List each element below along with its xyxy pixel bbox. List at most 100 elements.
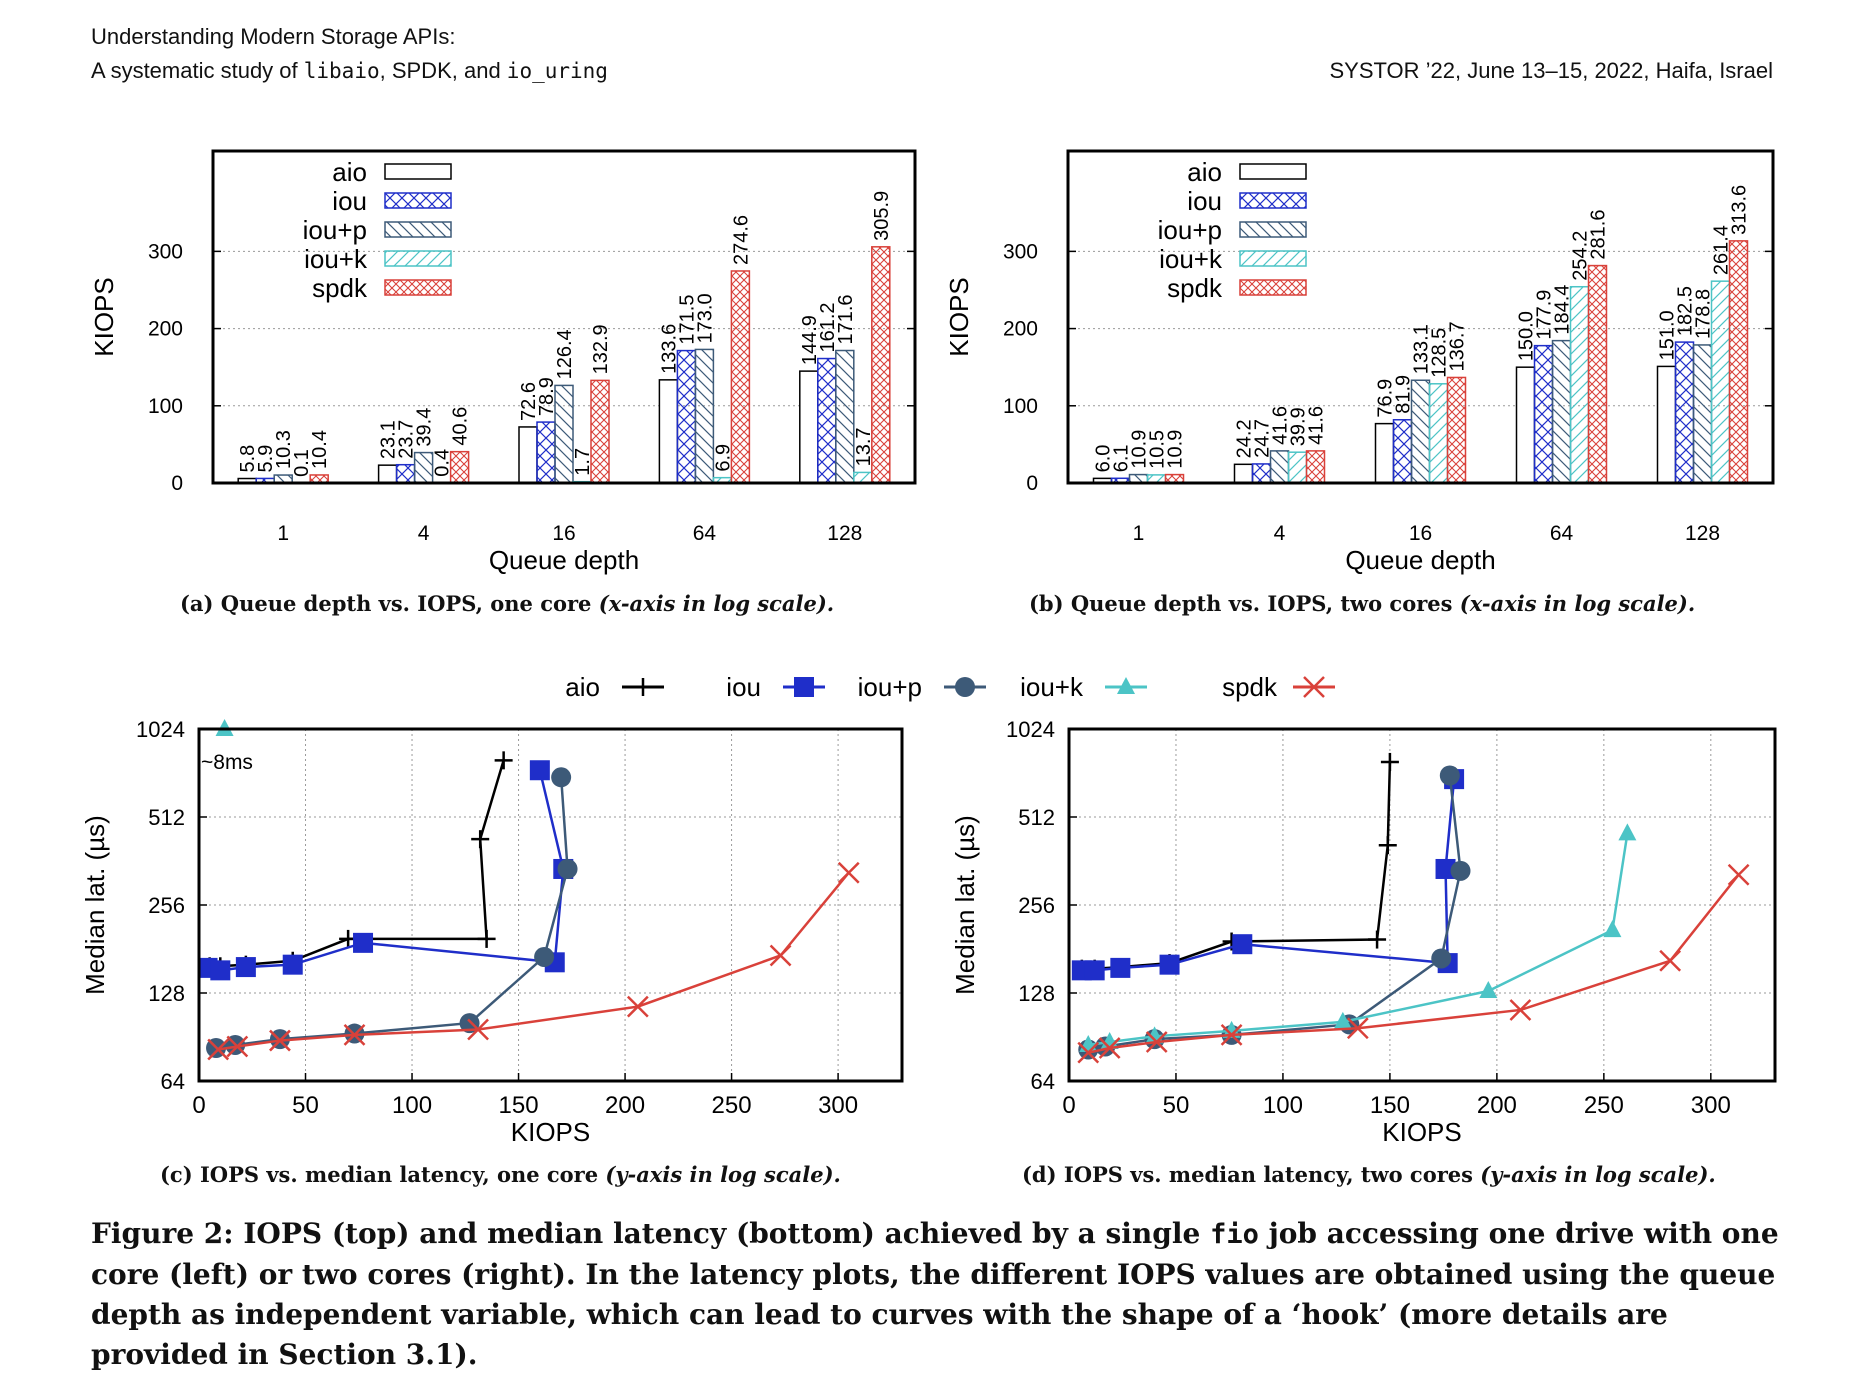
data-label: 41.6 [1306, 406, 1328, 445]
x-axis-label: KIOPS [1382, 1117, 1461, 1147]
x-tick-label: 1 [1133, 522, 1145, 545]
y-tick-label: 1024 [136, 717, 185, 742]
point-iou [283, 955, 303, 975]
code-fio: fio [1210, 1219, 1259, 1250]
point-iou-plus-p [955, 677, 975, 697]
legend-label-iou-plus-k: iou+k [1159, 244, 1223, 274]
point-iou-plus-k [1618, 823, 1636, 840]
point-iou [210, 960, 230, 980]
x-tick-label: 4 [1274, 522, 1286, 545]
y-axis-label: KIOPS [89, 277, 119, 356]
bar-iou-plus-k-q128 [854, 472, 872, 483]
bar-aio-q64 [659, 380, 677, 483]
legend-label-iou: iou [1187, 186, 1222, 216]
legend-swatch-iou-plus-p [1240, 222, 1306, 237]
y-tick-label: 200 [1003, 318, 1038, 341]
bar-iou-plus-p-q64 [1553, 341, 1571, 483]
x-axis-label: Queue depth [489, 545, 639, 575]
bar-spdk-q4 [1307, 451, 1325, 483]
point-iou [353, 933, 373, 953]
point-iou-plus-k [1479, 981, 1497, 998]
bar-spdk-q16 [1448, 377, 1466, 483]
legend-label-iou-plus-p: iou+p [858, 672, 922, 702]
data-label: 39.4 [414, 408, 436, 447]
legend-label-aio: aio [332, 157, 367, 187]
series-line-spdk [1088, 875, 1738, 1053]
x-tick-label: 0 [192, 1092, 205, 1119]
point-spdk [1660, 951, 1680, 971]
legend-swatch-spdk [1240, 280, 1306, 295]
legend-swatch-aio [1240, 164, 1306, 179]
bar-spdk-q128 [872, 247, 890, 483]
legend-swatch-aio [385, 164, 451, 179]
point-iou [1110, 958, 1130, 978]
bar-spdk-q16 [591, 380, 609, 483]
figure-canvas: 010020030015.85.910.30.110.4423.123.739.… [0, 0, 1870, 1336]
y-tick-label: 128 [1018, 981, 1055, 1006]
bar-iou-q64 [677, 351, 695, 483]
bar-iou-plus-p-q128 [1694, 345, 1712, 483]
point-spdk [839, 863, 859, 883]
x-tick-label: 250 [712, 1092, 752, 1119]
x-tick-label: 64 [1550, 522, 1574, 545]
point-iou-plus-p [1440, 765, 1460, 785]
legend-label-iou-plus-p: iou+p [1158, 215, 1222, 245]
data-label: 126.4 [554, 329, 576, 379]
y-tick-label: 128 [148, 981, 185, 1006]
bar-iou-q64 [1535, 346, 1553, 483]
bar-aio-q16 [519, 427, 537, 483]
data-label: 173.0 [694, 293, 716, 343]
y-tick-label: 64 [1031, 1069, 1055, 1094]
y-tick-label: 0 [1026, 472, 1038, 495]
bar-aio-q4 [379, 465, 397, 483]
bar-aio-q16 [1376, 424, 1394, 483]
bar-iou-q128 [818, 359, 836, 483]
data-label: 274.6 [730, 215, 752, 265]
bar-iou-q16 [537, 422, 555, 483]
point-aio [1381, 753, 1399, 771]
data-label: 10.4 [309, 430, 331, 469]
bar-iou-plus-k-q16 [1430, 384, 1448, 483]
data-label: 10.9 [1165, 430, 1187, 469]
series-line-iou [208, 770, 564, 970]
legend-label-aio: aio [1187, 157, 1222, 187]
point-spdk [771, 945, 791, 965]
x-tick-label: 1 [277, 522, 289, 545]
y-tick-label: 1024 [1006, 717, 1055, 742]
data-label: 132.9 [590, 324, 612, 374]
y-tick-label: 300 [148, 240, 183, 263]
x-tick-label: 200 [1477, 1092, 1517, 1119]
annotation-label: ~8ms [201, 751, 253, 774]
legend-label-spdk: spdk [312, 273, 368, 303]
legend-label-spdk: spdk [1222, 672, 1278, 702]
x-axis-label: KIOPS [511, 1117, 590, 1147]
legend-swatch-iou-plus-k [385, 251, 451, 266]
x-tick-label: 128 [1685, 522, 1720, 545]
bar-iou-plus-k-q4 [1289, 452, 1307, 483]
legend-swatch-iou-plus-k [1240, 251, 1306, 266]
x-tick-label: 128 [827, 522, 862, 545]
point-iou [1232, 934, 1252, 954]
x-axis-label: Queue depth [1345, 545, 1495, 575]
x-tick-label: 4 [418, 522, 430, 545]
x-tick-label: 300 [818, 1092, 858, 1119]
bar-iou-q4 [397, 465, 415, 483]
legend-label-iou-plus-k: iou+k [304, 244, 368, 274]
point-iou-plus-k [1603, 920, 1621, 937]
bar-iou-plus-k-q64 [1571, 287, 1589, 483]
x-tick-label: 100 [392, 1092, 432, 1119]
point-aio [1379, 836, 1397, 854]
x-tick-label: 16 [552, 522, 575, 545]
point-aio [471, 830, 489, 848]
bar-aio-q64 [1517, 367, 1535, 483]
data-label: 313.6 [1729, 185, 1751, 235]
y-tick-label: 100 [148, 395, 183, 418]
point-iou-plus-p [558, 859, 578, 879]
data-label: 171.6 [835, 294, 857, 344]
x-tick-label: 300 [1691, 1092, 1731, 1119]
caption-b: (b) Queue depth vs. IOPS, two cores (x-a… [1029, 591, 1695, 616]
bar-spdk-q128 [1730, 241, 1748, 483]
